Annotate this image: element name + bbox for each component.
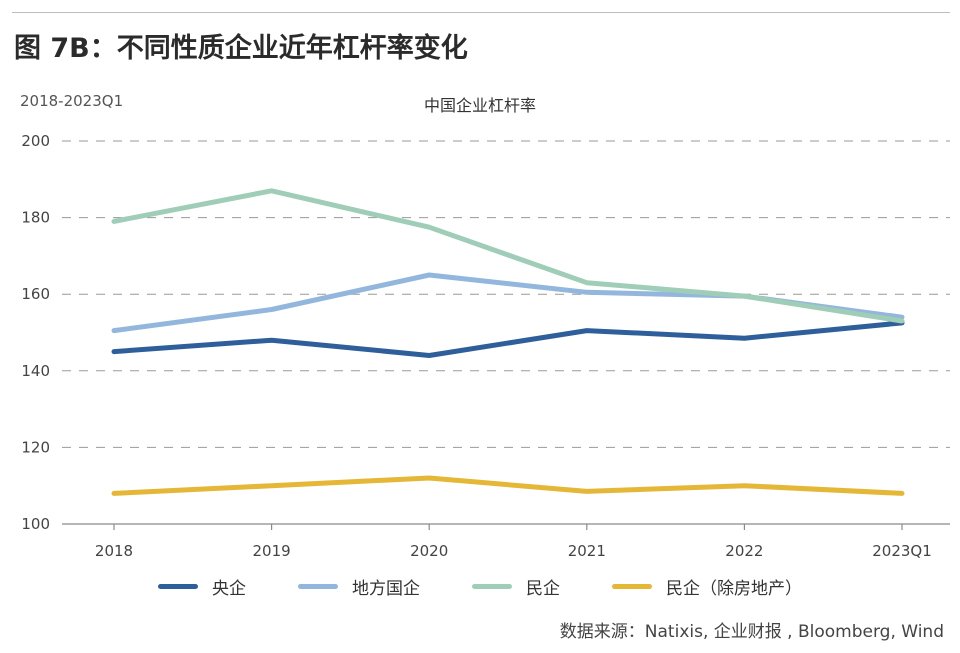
- y-tick-label: 140: [21, 362, 50, 380]
- x-tick-label: 2021: [568, 542, 606, 560]
- legend: 央企 地方国企 民企 民企（除房地产）: [0, 574, 960, 599]
- legend-swatch: [472, 584, 512, 589]
- x-tick-label: 2018: [95, 542, 133, 560]
- top-rule: [12, 12, 950, 13]
- y-tick-label: 120: [21, 438, 50, 456]
- legend-label: 民企（除房地产）: [666, 579, 802, 599]
- legend-item-3: 民企（除房地产）: [612, 574, 802, 599]
- series-line-0: [111, 320, 905, 358]
- source-note: 数据来源：Natixis, 企业财报 , Bloomberg, Wind: [559, 622, 944, 642]
- legend-swatch: [158, 584, 198, 589]
- figure-title: 图 7B：不同性质企业近年杠杆率变化: [14, 33, 468, 64]
- y-tick-label: 100: [21, 515, 50, 533]
- x-tick-label: 2022: [725, 542, 763, 560]
- y-tick-label: 160: [21, 285, 50, 303]
- legend-label: 民企: [526, 579, 560, 599]
- legend-swatch: [298, 584, 338, 589]
- y-tick-labels: 100 120 140 160 180 200: [21, 132, 50, 533]
- y-tick-label: 180: [21, 209, 50, 227]
- legend-item-0: 央企: [158, 574, 246, 599]
- x-tick-label: 2023Q1: [872, 542, 932, 560]
- series-line-2: [111, 188, 905, 324]
- y-tick-label: 200: [21, 132, 50, 150]
- x-tick-label: 2020: [410, 542, 448, 560]
- x-tick-labels: 2018 2019 2020 2021 2022 2023Q1: [95, 542, 932, 560]
- legend-label: 地方国企: [352, 579, 420, 599]
- legend-label: 央企: [212, 579, 246, 599]
- legend-item-2: 民企: [472, 574, 560, 599]
- legend-item-1: 地方国企: [298, 574, 420, 599]
- legend-swatch: [612, 584, 652, 589]
- x-tick-label: 2019: [253, 542, 291, 560]
- x-axis: [62, 523, 950, 530]
- gridlines: [62, 140, 950, 448]
- period-label: 2018-2023Q1: [20, 92, 124, 110]
- series-line-3: [111, 475, 905, 496]
- series-lines: [111, 188, 905, 496]
- chart-title: 中国企业杠杆率: [423, 96, 536, 115]
